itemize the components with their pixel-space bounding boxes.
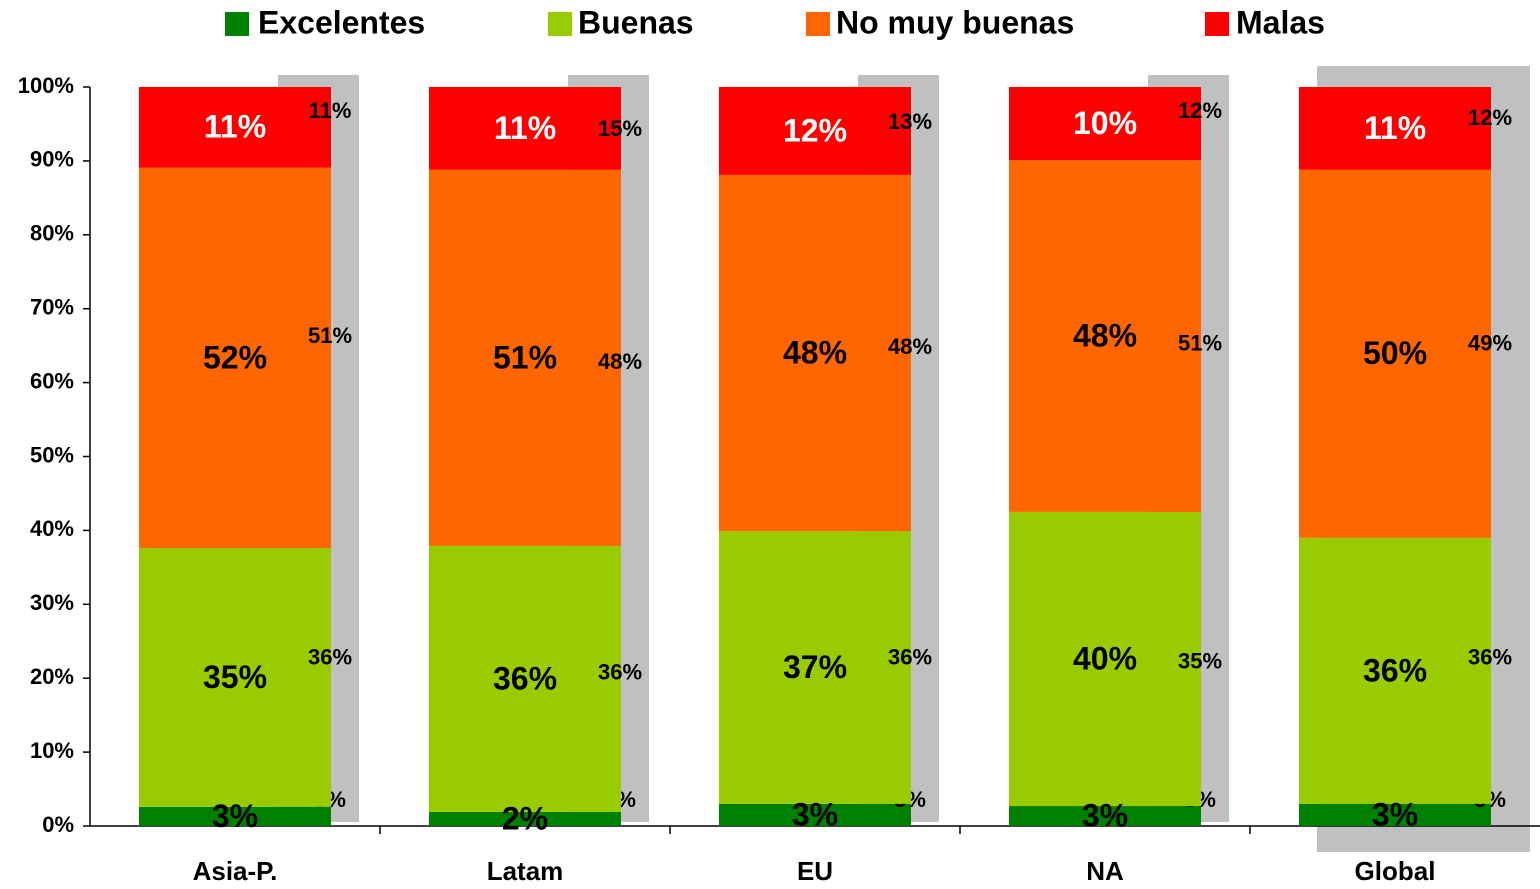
bar-segment — [1299, 803, 1491, 826]
comparison-label: 11% — [309, 98, 352, 123]
value-label: 11% — [494, 110, 556, 146]
x-tick-label: NA — [1086, 856, 1124, 886]
legend-label: Excelentes — [258, 4, 425, 40]
comparison-label: 15% — [598, 116, 642, 141]
bar-segment — [719, 531, 911, 804]
bar-segment — [429, 169, 621, 546]
bar-segment — [1009, 160, 1201, 512]
legend-label: Buenas — [578, 4, 694, 40]
value-label: 37% — [783, 649, 847, 685]
value-label: 36% — [1363, 652, 1427, 688]
x-tick-label: EU — [797, 856, 833, 886]
comparison-label: 12% — [1468, 105, 1512, 130]
value-label: 2% — [502, 800, 548, 836]
y-tick-label: 0% — [42, 812, 74, 837]
comparison-label: 35% — [1178, 648, 1222, 673]
bar-segment — [1299, 537, 1491, 804]
value-label: 11% — [1364, 110, 1426, 146]
bar-segment — [1299, 169, 1491, 538]
value-label: 3% — [212, 798, 258, 834]
comparison-label: 48% — [888, 334, 932, 359]
value-label: 51% — [493, 339, 557, 375]
value-label: 48% — [783, 334, 847, 370]
value-label: 36% — [493, 660, 557, 696]
comparison-label: 36% — [888, 645, 932, 670]
bar-segment — [139, 806, 331, 826]
comparison-label: 49% — [1468, 331, 1512, 356]
value-label: 3% — [1082, 797, 1128, 833]
y-tick-label: 80% — [30, 221, 74, 246]
value-label: 12% — [783, 112, 847, 148]
comparison-label: 51% — [1178, 331, 1222, 356]
value-label: 3% — [1372, 796, 1418, 832]
value-label: 52% — [203, 339, 267, 375]
bar-segment — [719, 803, 911, 826]
y-tick-label: 30% — [30, 590, 74, 615]
bar-segment — [1009, 511, 1201, 807]
bar-segment — [719, 87, 911, 175]
bar-segment — [139, 87, 331, 168]
comparison-label: 12% — [1178, 98, 1222, 123]
comparison-label: 36% — [1468, 645, 1512, 670]
bar-segment — [139, 548, 331, 807]
value-label: 50% — [1363, 335, 1427, 371]
x-tick-label: Global — [1355, 856, 1436, 886]
legend-swatch — [806, 12, 830, 36]
y-tick-label: 100% — [18, 73, 74, 98]
comparison-label: 36% — [308, 645, 352, 670]
legend-label: No muy buenas — [836, 4, 1074, 40]
legend-swatch — [1205, 12, 1229, 36]
y-tick-label: 20% — [30, 664, 74, 689]
bar-segment — [429, 545, 621, 812]
legend-swatch — [548, 12, 572, 36]
legend-swatch — [225, 12, 249, 36]
value-label: 35% — [203, 659, 267, 695]
bar-segment — [429, 811, 621, 826]
bar-segment — [1009, 87, 1201, 161]
y-tick-label: 10% — [30, 738, 74, 763]
bar-segment — [139, 167, 331, 549]
y-tick-label: 90% — [30, 147, 74, 172]
bar-segment — [719, 174, 911, 532]
value-label: 11% — [204, 109, 266, 145]
comparison-label: 48% — [598, 349, 642, 374]
x-tick-label: Asia-P. — [193, 856, 278, 886]
value-label: 40% — [1073, 640, 1137, 676]
y-tick-label: 70% — [30, 295, 74, 320]
bar-segment — [1009, 806, 1201, 826]
value-label: 48% — [1073, 317, 1137, 353]
comparison-label: 13% — [888, 109, 932, 134]
y-tick-label: 40% — [30, 516, 74, 541]
y-tick-label: 60% — [30, 368, 74, 393]
y-tick-label: 50% — [30, 442, 74, 467]
comparison-label: 51% — [308, 323, 352, 348]
legend-label: Malas — [1236, 4, 1325, 40]
comparison-label: 36% — [598, 659, 642, 684]
bar-segment — [1299, 87, 1491, 170]
x-tick-label: Latam — [487, 856, 564, 886]
bar-segment — [429, 87, 621, 170]
value-label: 10% — [1073, 105, 1137, 141]
value-label: 3% — [792, 796, 838, 832]
